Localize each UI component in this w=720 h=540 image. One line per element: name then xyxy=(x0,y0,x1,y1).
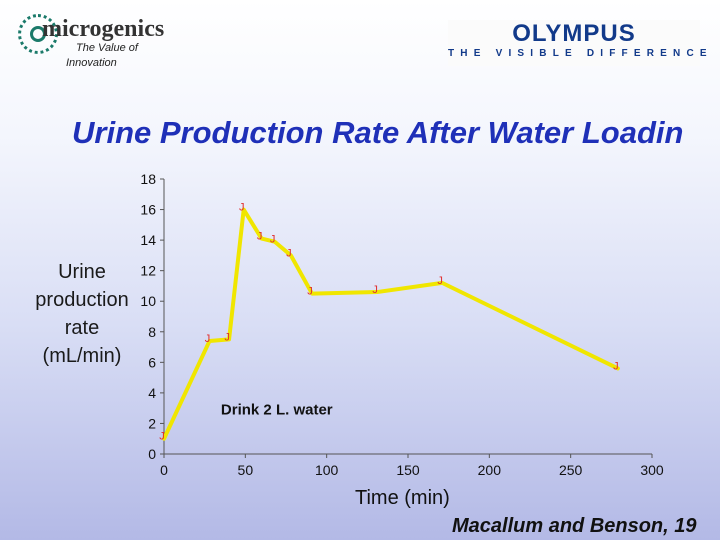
olympus-slogan: THE VISIBLE DIFFERENCE xyxy=(448,48,713,59)
y-tick-label: 12 xyxy=(140,263,156,279)
series-line xyxy=(162,207,620,441)
chart-annotation: Drink 2 L. water xyxy=(221,401,333,418)
data-point-marker: J xyxy=(437,275,443,287)
y-axis-label-line: Urine xyxy=(58,261,106,283)
x-tick-label: 50 xyxy=(238,462,254,478)
microgenics-emblem-icon xyxy=(18,14,58,54)
y-tick-label: 14 xyxy=(140,232,156,248)
y-axis-label-line: rate xyxy=(64,317,100,339)
y-tick-label: 6 xyxy=(148,354,156,370)
data-point-marker: J xyxy=(257,231,263,243)
olympus-logo: OLYMPUS THE VISIBLE DIFFERENCE xyxy=(448,20,713,66)
y-axis-label: Urine production rate (mL/min) xyxy=(22,258,142,370)
y-axis-label-line: production xyxy=(35,289,129,311)
microgenics-tagline-1: The Value of xyxy=(76,42,138,54)
y-tick-label: 18 xyxy=(140,171,156,187)
chart-title: Urine Production Rate After Water Loadin xyxy=(72,115,684,150)
x-tick-label: 250 xyxy=(559,462,583,478)
data-point-marker: J xyxy=(307,286,313,298)
data-point-marker: J xyxy=(613,360,619,372)
microgenics-tagline-2: Innovation xyxy=(66,57,117,69)
data-point-marker: J xyxy=(270,234,276,246)
y-tick-label: 8 xyxy=(148,324,156,340)
source-citation: Macallum and Benson, 19 xyxy=(452,515,697,537)
data-point-marker: J xyxy=(239,202,245,214)
y-tick-label: 0 xyxy=(148,446,156,462)
x-tick-label: 150 xyxy=(396,462,420,478)
x-tick-label: 200 xyxy=(478,462,502,478)
data-point-marker: J xyxy=(372,284,378,296)
y-tick-label: 16 xyxy=(140,202,156,218)
y-tick-label: 2 xyxy=(148,415,156,431)
y-tick-label: 10 xyxy=(140,293,156,309)
x-tick-label: 300 xyxy=(640,462,664,478)
data-point-marker: J xyxy=(205,333,211,345)
x-tick-label: 100 xyxy=(315,462,339,478)
x-tick-label: 0 xyxy=(160,462,168,478)
microgenics-brand: microgenics xyxy=(42,16,165,42)
data-point-marker: J xyxy=(224,331,230,343)
y-tick-label: 4 xyxy=(148,385,156,401)
olympus-brand: OLYMPUS xyxy=(512,20,636,47)
microgenics-logo: microgenics The Value of Innovation xyxy=(16,12,166,74)
data-point-marker: J xyxy=(159,431,165,443)
x-axis-label: Time (min) xyxy=(355,487,450,509)
data-point-marker: J xyxy=(286,247,292,259)
y-axis-label-line: (mL/min) xyxy=(42,345,122,367)
